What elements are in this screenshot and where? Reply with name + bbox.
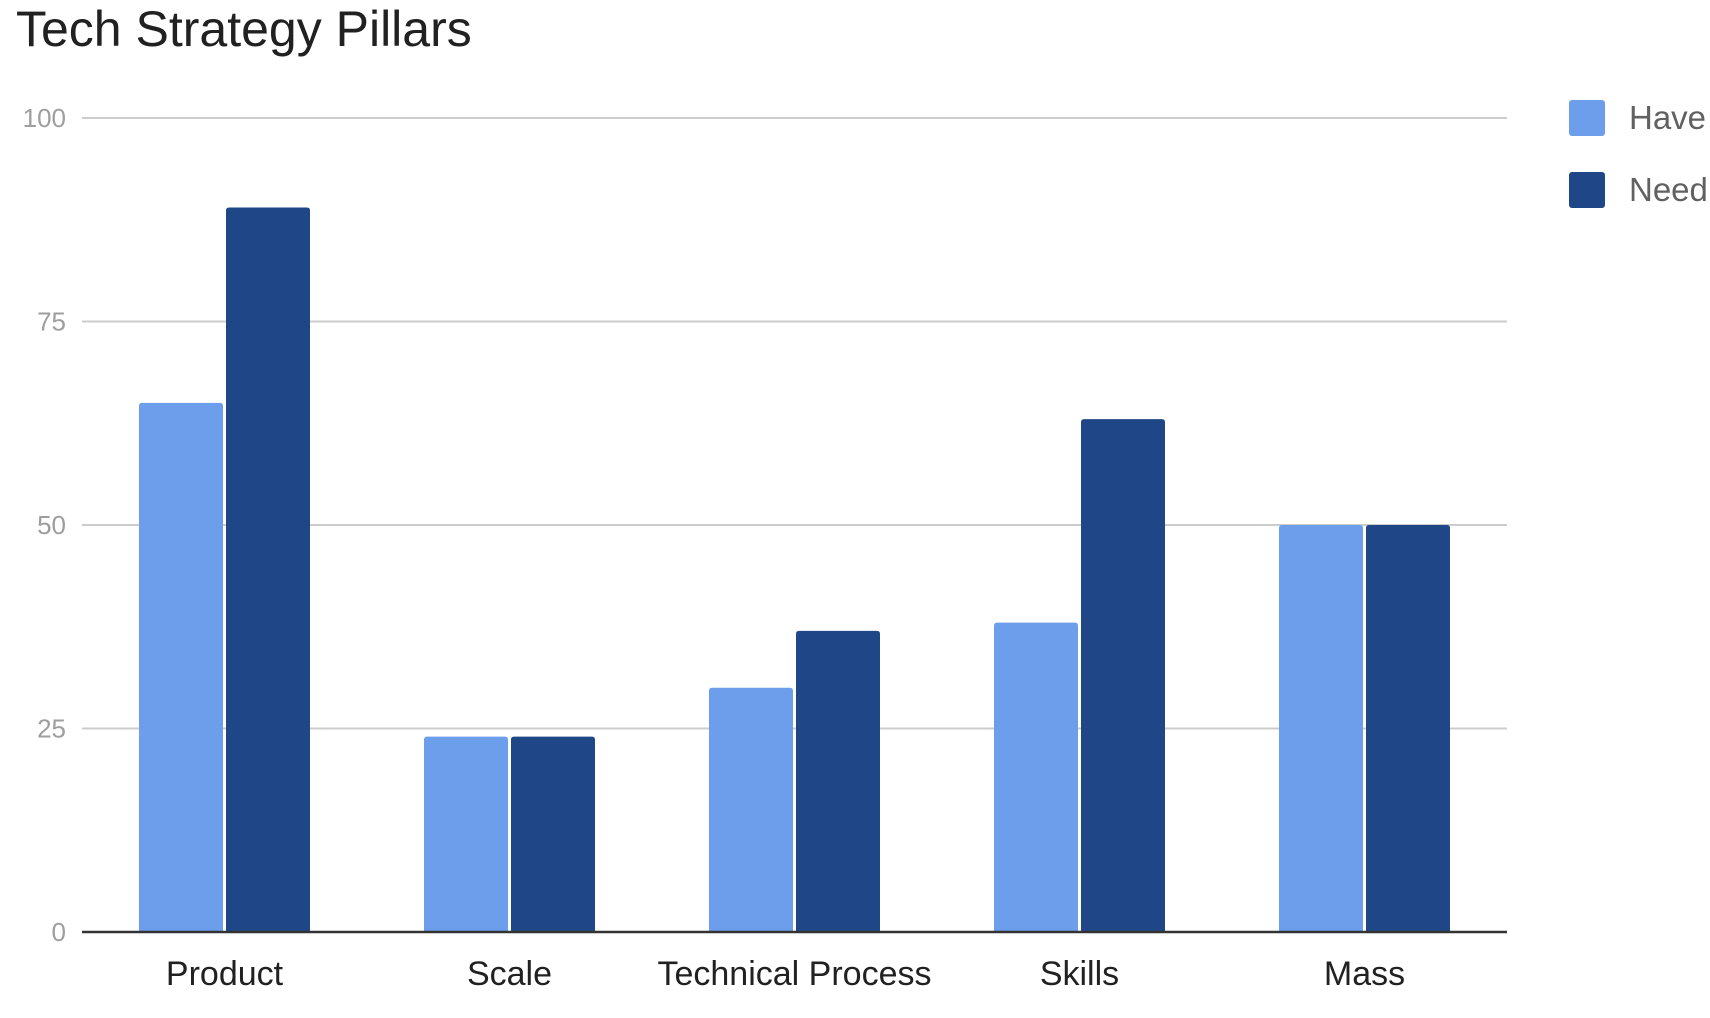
legend-swatch-need bbox=[1569, 172, 1605, 208]
legend: Have Need bbox=[1569, 99, 1708, 244]
x-axis-ticks: Product Scale Technical Process Skills Mass bbox=[166, 955, 1405, 993]
x-tick-label: Mass bbox=[1324, 955, 1405, 993]
y-tick-label: 75 bbox=[37, 307, 66, 337]
chart-title: Tech Strategy Pillars bbox=[16, 1, 472, 57]
bar-need-skills[interactable] bbox=[1081, 419, 1165, 932]
y-tick-label: 0 bbox=[52, 917, 66, 947]
x-tick-label: Skills bbox=[1040, 955, 1119, 993]
y-axis-ticks: 0 25 50 75 100 bbox=[23, 103, 66, 947]
bar-need-mass[interactable] bbox=[1366, 525, 1450, 932]
gridlines bbox=[82, 117, 1507, 730]
legend-item-have[interactable]: Have bbox=[1569, 99, 1708, 136]
legend-label-need: Need bbox=[1629, 171, 1708, 208]
bar-need-product[interactable] bbox=[226, 207, 310, 933]
x-tick-label: Product bbox=[166, 955, 284, 993]
legend-label-have: Have bbox=[1629, 99, 1707, 136]
bar-have-skills[interactable] bbox=[994, 622, 1078, 932]
y-tick-label: 50 bbox=[37, 510, 66, 540]
y-tick-label: 25 bbox=[37, 714, 66, 744]
legend-swatch-have bbox=[1569, 100, 1605, 136]
legend-item-need[interactable]: Need bbox=[1569, 171, 1708, 208]
bar-need-technical-process[interactable] bbox=[796, 630, 880, 932]
bars bbox=[139, 207, 1450, 933]
bar-have-scale[interactable] bbox=[424, 736, 508, 932]
bar-have-technical-process[interactable] bbox=[709, 687, 793, 932]
bar-have-product[interactable] bbox=[139, 402, 223, 932]
bar-have-mass[interactable] bbox=[1279, 525, 1363, 932]
y-tick-label: 100 bbox=[23, 103, 66, 133]
bar-need-scale[interactable] bbox=[511, 736, 595, 932]
x-tick-label: Technical Process bbox=[657, 955, 931, 993]
x-tick-label: Scale bbox=[467, 955, 552, 993]
